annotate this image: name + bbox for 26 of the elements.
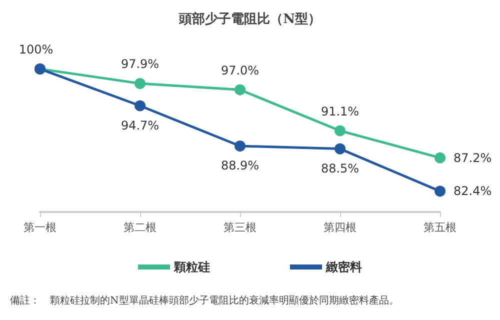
point: [234, 84, 246, 96]
legend-label: 緻密料: [325, 260, 362, 274]
point: [134, 78, 146, 90]
data-label: 100%: [18, 42, 54, 56]
point: [334, 143, 346, 154]
data-label: 91.1%: [320, 104, 360, 118]
legend-label: 顆粒硅: [173, 260, 210, 274]
data-label: 87.2%: [454, 150, 492, 165]
data-label: 82.4%: [454, 184, 492, 198]
point: [434, 186, 446, 197]
x-tick-label: 第一根: [24, 221, 56, 234]
chart-title: 頭部少子電阻比（N型）: [178, 11, 321, 27]
data-label: 88.5%: [320, 161, 360, 176]
point: [434, 152, 446, 164]
point: [234, 140, 246, 152]
data-label: 88.9%: [220, 158, 260, 173]
data-label: 97.0%: [220, 63, 260, 78]
x-tick-label: 第四根: [324, 221, 356, 234]
text: 備註： 顆粒硅拉制的N型單晶硅棒頭部少子電阻比的衰減率明顯優於同期緻密料產品。: [10, 294, 399, 306]
point: [134, 100, 146, 112]
x-tick-label: 第三根: [224, 221, 256, 234]
x-tick-label: 第五根: [424, 221, 456, 234]
data-label: 94.7%: [120, 118, 160, 132]
x-tick-label: 第二根: [124, 221, 156, 234]
point: [334, 125, 346, 136]
data-label: 97.9%: [120, 57, 160, 72]
